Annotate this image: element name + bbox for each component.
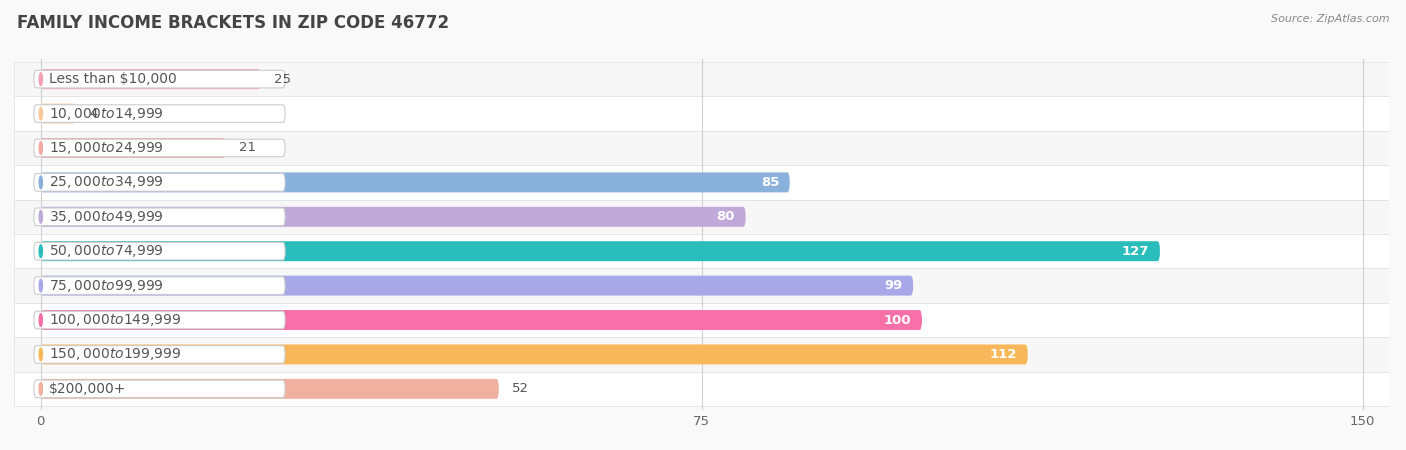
Text: $35,000 to $49,999: $35,000 to $49,999 [49,209,165,225]
FancyBboxPatch shape [34,380,285,398]
Text: FAMILY INCOME BRACKETS IN ZIP CODE 46772: FAMILY INCOME BRACKETS IN ZIP CODE 46772 [17,14,449,32]
Text: Source: ZipAtlas.com: Source: ZipAtlas.com [1271,14,1389,23]
Text: 25: 25 [274,72,291,86]
Circle shape [39,314,42,326]
Text: 85: 85 [761,176,779,189]
FancyBboxPatch shape [14,268,1389,303]
Circle shape [39,245,42,257]
Circle shape [39,142,42,154]
Text: 21: 21 [239,141,256,154]
Text: $75,000 to $99,999: $75,000 to $99,999 [49,278,165,293]
Text: 99: 99 [884,279,903,292]
FancyBboxPatch shape [41,276,912,296]
Text: $200,000+: $200,000+ [49,382,127,396]
Text: Less than $10,000: Less than $10,000 [49,72,177,86]
Circle shape [39,176,42,189]
FancyBboxPatch shape [41,69,262,89]
FancyBboxPatch shape [34,243,285,260]
FancyBboxPatch shape [34,139,285,157]
Circle shape [39,279,42,292]
FancyBboxPatch shape [34,70,285,88]
Text: 52: 52 [512,382,529,396]
Text: $50,000 to $74,999: $50,000 to $74,999 [49,243,165,259]
Text: $15,000 to $24,999: $15,000 to $24,999 [49,140,165,156]
Text: 127: 127 [1122,245,1149,258]
FancyBboxPatch shape [34,311,285,329]
FancyBboxPatch shape [14,96,1389,131]
Text: 112: 112 [990,348,1017,361]
FancyBboxPatch shape [34,174,285,191]
FancyBboxPatch shape [14,200,1389,234]
Circle shape [39,211,42,223]
Text: $25,000 to $34,999: $25,000 to $34,999 [49,175,165,190]
FancyBboxPatch shape [41,310,922,330]
FancyBboxPatch shape [14,165,1389,200]
FancyBboxPatch shape [34,346,285,363]
FancyBboxPatch shape [41,138,225,158]
Text: 100: 100 [884,314,911,327]
Circle shape [39,382,42,395]
Text: 80: 80 [717,210,735,223]
Circle shape [39,348,42,361]
FancyBboxPatch shape [41,104,76,124]
Circle shape [39,107,42,120]
FancyBboxPatch shape [41,207,745,227]
Text: $150,000 to $199,999: $150,000 to $199,999 [49,346,181,362]
FancyBboxPatch shape [41,344,1028,364]
FancyBboxPatch shape [14,62,1389,96]
Text: $10,000 to $14,999: $10,000 to $14,999 [49,106,165,122]
FancyBboxPatch shape [41,241,1160,261]
FancyBboxPatch shape [14,372,1389,406]
FancyBboxPatch shape [14,337,1389,372]
Text: 4: 4 [89,107,97,120]
FancyBboxPatch shape [41,172,790,192]
FancyBboxPatch shape [41,379,499,399]
FancyBboxPatch shape [14,131,1389,165]
Text: $100,000 to $149,999: $100,000 to $149,999 [49,312,181,328]
FancyBboxPatch shape [34,105,285,122]
FancyBboxPatch shape [34,208,285,225]
FancyBboxPatch shape [34,277,285,294]
FancyBboxPatch shape [14,234,1389,268]
Circle shape [39,73,42,86]
FancyBboxPatch shape [14,303,1389,337]
